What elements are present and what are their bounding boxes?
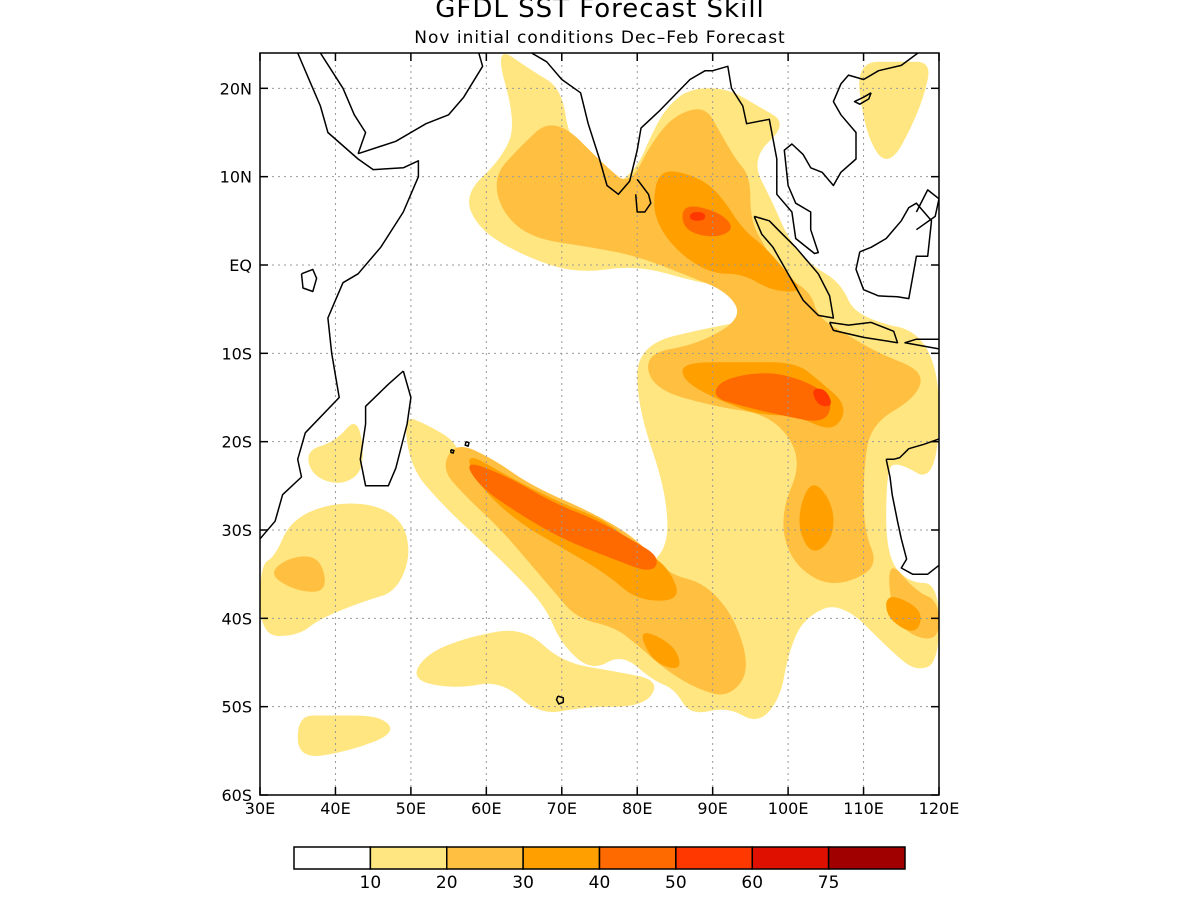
skill-region-level-1 bbox=[416, 630, 655, 712]
skill-region-level-1 bbox=[308, 424, 363, 483]
coastline bbox=[915, 189, 939, 231]
x-tick-label: 30E bbox=[245, 799, 275, 818]
y-tick-label: EQ bbox=[229, 256, 252, 275]
skill-region-level-3 bbox=[886, 597, 921, 631]
y-tick-label: 20N bbox=[220, 79, 252, 98]
y-tick-label: 60S bbox=[221, 786, 252, 805]
x-tick-label: 120E bbox=[919, 799, 960, 818]
colorbar-label: 50 bbox=[665, 873, 687, 893]
colorbar-swatch bbox=[675, 846, 753, 870]
y-tick-label: 30S bbox=[221, 521, 252, 540]
colorbar-label: 75 bbox=[818, 873, 840, 893]
skill-region-level-1 bbox=[859, 61, 929, 159]
colorbar-label: 60 bbox=[741, 873, 763, 893]
x-tick-label: 40E bbox=[320, 799, 350, 818]
colorbar-swatch bbox=[598, 846, 677, 870]
x-tick-label: 80E bbox=[622, 799, 652, 818]
coastline bbox=[319, 53, 367, 154]
colorbar-label: 30 bbox=[512, 873, 534, 893]
colorbar-label: 10 bbox=[360, 873, 382, 893]
coastline bbox=[828, 321, 899, 344]
skill-region-level-1 bbox=[297, 715, 391, 757]
skill-region-level-3 bbox=[799, 485, 834, 551]
skill-shading-layer bbox=[260, 54, 939, 757]
map-title: GFDL SST Forecast Skill bbox=[435, 0, 765, 24]
x-tick-label: 50E bbox=[396, 799, 426, 818]
coastline bbox=[359, 370, 412, 487]
coastline bbox=[753, 215, 835, 319]
skill-region-level-2 bbox=[496, 109, 921, 583]
skill-region-level-4 bbox=[469, 464, 657, 570]
plot-frame bbox=[259, 52, 940, 796]
coastline bbox=[886, 438, 939, 461]
coastline bbox=[853, 92, 872, 105]
skill-region-level-3 bbox=[642, 633, 680, 668]
colorbar-swatch bbox=[751, 846, 830, 870]
coastline bbox=[300, 268, 318, 293]
colorbar-swatch bbox=[369, 846, 448, 870]
coastline bbox=[634, 178, 652, 213]
y-tick-label: 10N bbox=[220, 168, 252, 187]
colorbar-swatch bbox=[827, 846, 906, 870]
skill-region-level-1 bbox=[260, 503, 409, 636]
x-tick-label: 60E bbox=[471, 799, 501, 818]
coastline bbox=[555, 695, 565, 705]
coastline bbox=[855, 202, 933, 300]
coastline bbox=[450, 448, 455, 454]
colorbar-swatch bbox=[522, 846, 601, 870]
coastline bbox=[904, 338, 939, 350]
x-tick-label: 100E bbox=[768, 799, 809, 818]
coastline-layer bbox=[260, 53, 939, 705]
y-tick-label: 20S bbox=[221, 433, 252, 452]
x-tick-label: 70E bbox=[547, 799, 577, 818]
colorbar-swatch bbox=[446, 846, 524, 870]
map-subtitle: Nov initial conditions Dec–Feb Forecast bbox=[414, 28, 786, 48]
y-tick-label: 10S bbox=[221, 344, 252, 363]
coastline bbox=[531, 53, 920, 255]
colorbar: 10 20 30 40 50 60 75 bbox=[293, 846, 906, 893]
coastline bbox=[464, 440, 470, 447]
axis-ticks: 30E 40E 50E 60E 70E 80E 90E 100E 110E 120E 20N 10N E… bbox=[220, 53, 960, 818]
skill-region-level-4 bbox=[715, 373, 831, 421]
colorbar-label: 40 bbox=[589, 873, 611, 893]
coastline bbox=[260, 53, 420, 541]
skill-region-level-2 bbox=[273, 556, 325, 592]
skill-region-level-5 bbox=[690, 212, 706, 221]
coastline bbox=[357, 53, 484, 155]
skill-region-level-5 bbox=[813, 388, 831, 407]
coastline bbox=[885, 459, 939, 575]
y-tick-label: 50S bbox=[221, 698, 252, 717]
colorbar-swatch bbox=[293, 846, 372, 870]
grid-lines bbox=[260, 53, 939, 795]
colorbar-label: 20 bbox=[436, 873, 458, 893]
y-tick-label: 40S bbox=[221, 609, 252, 628]
x-tick-label: 90E bbox=[697, 799, 727, 818]
x-tick-label: 110E bbox=[843, 799, 884, 818]
